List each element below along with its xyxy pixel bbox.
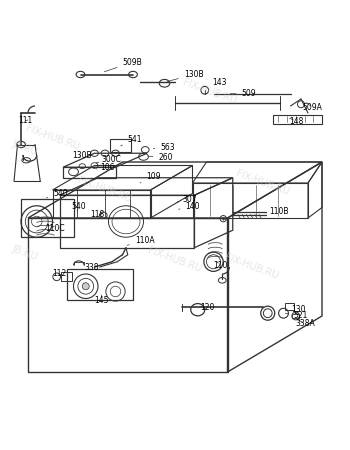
Text: 110B: 110B [266,207,288,216]
Text: 111: 111 [18,116,33,125]
Text: 509B: 509B [104,58,142,72]
Text: 563: 563 [153,144,175,153]
Text: 140: 140 [178,202,200,211]
Text: FIX-HUB.RU: FIX-HUB.RU [224,252,280,281]
Text: 112: 112 [52,270,66,279]
Bar [61,272,72,281]
Bar [285,303,294,310]
Text: 118: 118 [90,210,105,219]
Text: 110: 110 [213,261,227,270]
Ellipse shape [82,283,89,290]
Text: 540: 540 [72,202,86,211]
Text: 338A: 338A [295,319,315,328]
Text: FIX-HUB.RU: FIX-HUB.RU [182,78,238,106]
Text: FIX-HUB.RU: FIX-HUB.RU [147,246,203,274]
Text: FIX-HUB.RU: FIX-HUB.RU [24,123,81,152]
Text: 143: 143 [205,78,226,87]
Bar [292,314,299,319]
Text: 110A: 110A [127,236,154,245]
Text: 130: 130 [285,305,306,314]
Text: FIX-HUB.RU: FIX-HUB.RU [234,169,291,198]
Text: 145: 145 [94,295,108,305]
Text: 120: 120 [200,303,215,312]
Text: 260: 260 [148,153,173,162]
Text: JB.RU: JB.RU [10,244,39,262]
Text: 509A: 509A [303,103,323,112]
Text: FIX-HUB.RU: FIX-HUB.RU [77,176,133,204]
Text: 521: 521 [285,311,308,320]
Text: 541: 541 [121,135,142,146]
Text: 300C: 300C [96,155,121,164]
Bar [110,139,131,152]
Text: 110C: 110C [46,224,65,233]
Text: 109: 109 [140,172,161,183]
Text: 509: 509 [230,89,256,98]
Text: 338: 338 [79,262,99,271]
Text: 540: 540 [47,189,68,198]
Text: 106: 106 [96,163,114,172]
Text: 148: 148 [289,117,303,126]
Text: 130B: 130B [167,70,203,81]
Text: 130B: 130B [72,150,91,159]
Text: 307: 307 [177,195,197,204]
Text: JB.RU: JB.RU [10,139,39,157]
